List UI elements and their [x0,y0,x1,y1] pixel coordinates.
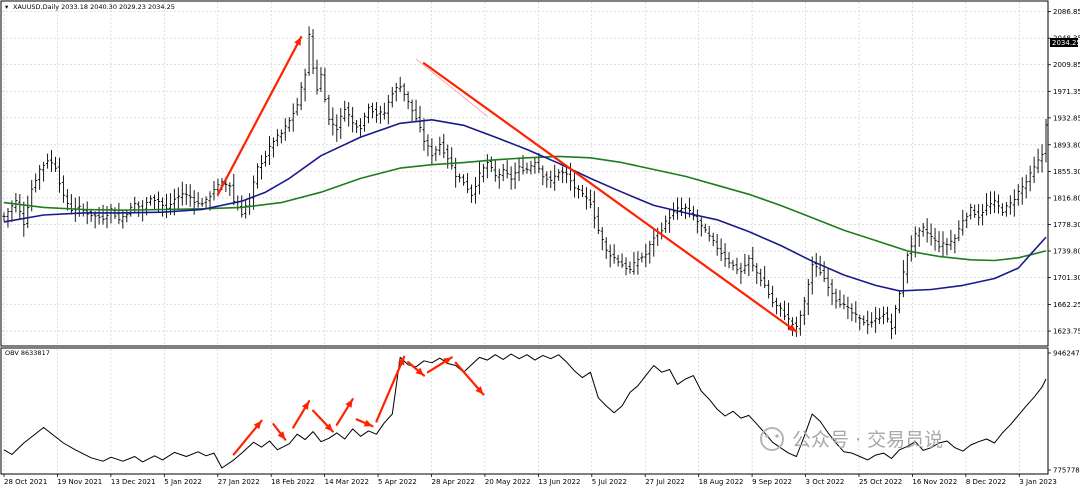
obv-line [3,353,1047,469]
date-tick-label: 8 Dec 2022 [966,478,1006,486]
date-tick-label: 27 Jul 2022 [645,478,685,486]
price-tick-label: 1701.30 [1053,274,1080,282]
obv-tick-label: 7757780 [1053,467,1080,475]
price-tick-label: 1739.80 [1053,248,1080,256]
symbol-header: XAUUSD,Daily 2033.18 2040.30 2029.23 203… [13,3,175,11]
current-price-label: 2034.25 [1052,39,1080,47]
date-tick-label: 13 Jun 2022 [538,478,580,486]
obv-label: OBV 8633817 [5,349,50,357]
obv-tick-label: 9462473 [1053,350,1080,358]
price-tick-label: 1778.30 [1053,221,1080,229]
obv-annotation-arrow [375,355,406,423]
price-annotation-arrow [422,62,798,333]
date-tick-label: 3 Oct 2022 [806,478,845,486]
date-tick-label: 19 Nov 2021 [57,478,102,486]
price-tick-label: 1816.80 [1053,194,1080,202]
date-tick-label: 18 Feb 2022 [271,478,315,486]
date-tick-label: 20 May 2022 [485,478,531,486]
price-annotation-arrow-head [294,37,302,46]
date-tick-label: 5 Apr 2022 [378,478,417,486]
date-tick-label: 5 Jul 2022 [592,478,627,486]
price-tick-label: 1623.75 [1053,328,1080,336]
price-tick-label: 1893.80 [1053,141,1080,149]
obv-annotation-arrow-head [397,356,405,366]
wechat-icon-eye-left [765,434,769,438]
price-tick-label: 1932.85 [1053,114,1080,122]
obv-annotation-arrow-head [301,401,310,410]
price-annotation-arrow-head [787,323,797,332]
obv-annotation-arrow-head [253,420,262,430]
watermark: 公众号 · 交易员说 [760,427,943,451]
price-tick-label: 2086.85 [1053,8,1080,16]
obv-series-layer [3,353,1047,469]
price-tick-label: 1971.35 [1053,88,1080,96]
obv-annotation-arrow-head [363,419,373,427]
date-tick-label: 25 Oct 2022 [859,478,902,486]
price-tick-label: 1855.30 [1053,168,1080,176]
date-tick-label: 28 Oct 2021 [4,478,47,486]
date-tick-label: 13 Dec 2021 [111,478,156,486]
date-tick-label: 5 Jan 2022 [164,478,202,486]
price-panel-frame [0,0,1049,347]
ma-fast-line [3,119,1047,292]
moving-average-layer [3,119,1047,292]
date-tick-label: 27 Jan 2022 [218,478,260,486]
wechat-icon-eye-right [775,434,779,438]
obv-annotation-arrow-head [443,357,452,365]
obv-annotation-arrow-head [345,399,353,408]
annotation-arrow-layer [216,35,798,456]
symbol-header-triangle: ▾ [5,3,9,11]
price-tick-label: 1662.25 [1053,301,1080,309]
price-series-layer [2,26,1048,340]
obv-annotation-arrow-head [475,386,484,395]
date-tick-label: 16 Nov 2022 [912,478,957,486]
obv-panel-frame [0,347,1049,475]
price-annotation-arrow [216,35,303,196]
grid-lines [2,2,1047,473]
obv-annotation-arrow-head [277,431,286,440]
obv-annotation-arrow-head [324,423,333,432]
price-tick-label: 2009.85 [1053,61,1080,69]
date-tick-label: 9 Sep 2022 [752,478,792,486]
date-tick-label: 18 Aug 2022 [699,478,744,486]
date-tick-label: 28 Apr 2022 [431,478,474,486]
current-price-box [1050,38,1078,47]
wechat-icon [760,427,784,451]
date-tick-label: 14 Mar 2022 [325,478,369,486]
watermark-text: 公众号 · 交易员说 [792,429,943,451]
date-tick-label: 3 Jan 2023 [1019,478,1057,486]
trend-guide-line [415,58,488,117]
axis-labels-layer: 2086.852048.352009.851971.351932.851893.… [3,8,1080,486]
obv-annotation-arrow-head [415,367,424,376]
